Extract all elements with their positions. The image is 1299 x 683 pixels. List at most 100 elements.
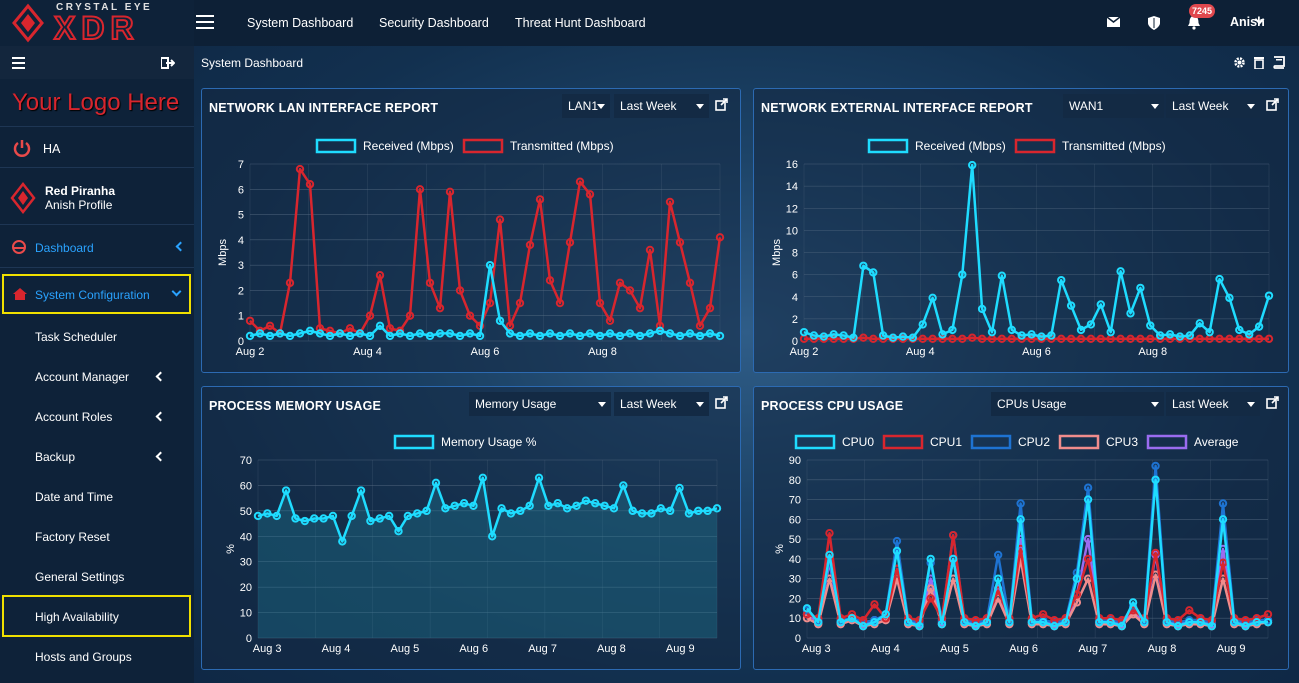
menu-hosts-and-groups[interactable]: Hosts and Groups [35,650,132,664]
x-tick-label: Aug 3 [802,643,831,655]
y-tick-label: 0 [795,633,801,645]
menu-factory-reset[interactable]: Factory Reset [35,530,110,544]
chevron-left-icon [155,371,166,382]
data-point [799,327,809,337]
series-area [258,477,717,638]
menu-date-and-time[interactable]: Date and Time [35,490,114,504]
data-point [345,324,355,333]
data-point [1076,334,1086,343]
nav-system-configuration[interactable]: System Configuration [0,274,194,314]
menu-general-settings[interactable]: General Settings [35,570,125,584]
range-select[interactable]: Last Week [614,392,709,416]
menu-backup[interactable]: Backup [35,450,76,464]
memory-chart: 0 10 20 30 40 50 60 70% Aug 3 Aug 4 Aug 5 Aug 6 Aug … [225,434,722,655]
data-point [814,617,823,627]
data-point [405,311,415,320]
panel-title: PROCESS CPU USAGE [761,399,904,413]
process-memory-panel: PROCESS MEMORY USAGE Memory Usage Last W… [201,386,741,670]
data-point [545,276,555,285]
nav-dashboard[interactable]: Dashboard [0,226,194,268]
y-tick-label: 20 [240,582,252,594]
data-point [422,506,431,516]
metric-select[interactable]: CPUs Usage [991,392,1164,416]
menu-icon[interactable] [12,57,26,69]
data-point [1083,495,1093,504]
y-tick-label: 2 [792,314,798,326]
brand-top: CRYSTAL EYE [56,2,153,13]
logout-icon[interactable] [161,57,175,69]
y-tick-label: 70 [789,495,801,507]
interface-select[interactable]: WAN1 [1063,94,1164,118]
data-point [615,278,625,288]
external-link-icon[interactable] [1266,396,1280,410]
data-point [881,610,890,619]
ha-status[interactable]: HA [0,128,194,168]
legend-swatch [393,434,435,450]
user-menu[interactable]: Anish [1230,15,1265,29]
x-tick-label: Aug 3 [253,643,282,655]
menu-high-availability[interactable]: High Availability [35,610,119,624]
metric-select[interactable]: Memory Usage [469,392,611,416]
mail-icon[interactable] [1107,17,1121,28]
custom-logo: Your Logo Here [0,79,194,127]
data-point [694,506,703,516]
x-tick-label: Aug 7 [1078,643,1107,655]
profile[interactable]: Red Piranha Anish Profile [0,169,194,225]
nav-system-dashboard[interactable]: System Dashboard [247,16,354,30]
brand-logo[interactable]: CRYSTAL EYE XDR [0,0,194,46]
hamburger-icon[interactable] [196,15,216,31]
data-point [1264,291,1274,300]
x-tick-label: Aug 8 [1138,346,1167,358]
data-point [1106,617,1115,627]
data-point [375,514,384,523]
external-link-icon[interactable] [1266,98,1280,112]
data-point [1218,558,1228,568]
range-select[interactable]: Last Week [614,94,709,118]
data-point [1263,610,1273,619]
data-point [291,514,300,523]
range-select[interactable]: Last Week [1166,94,1260,118]
data-point [1027,617,1037,627]
data-point [869,334,878,343]
data-point [903,617,913,627]
data-point [478,473,488,483]
data-point [1196,617,1205,627]
book-icon[interactable] [1272,56,1285,69]
nav-threat-hunt-dashboard[interactable]: Threat Hunt Dashboard [515,16,646,30]
data-point [585,329,595,338]
data-point [255,329,265,338]
trash-icon[interactable] [1253,56,1265,69]
nav-security-dashboard[interactable]: Security Dashboard [379,16,489,30]
data-point [395,329,405,338]
interface-select[interactable]: LAN1 [562,94,610,118]
caret-down-icon [1151,402,1159,407]
data-point [515,298,525,308]
data-point [553,499,562,508]
gear-icon[interactable] [1233,56,1246,69]
data-point [635,303,645,313]
data-point [665,506,675,516]
data-point [495,316,505,325]
external-link-icon[interactable] [715,396,729,410]
data-point [525,501,534,510]
data-point [328,511,338,521]
bell-icon[interactable] [1187,15,1201,30]
menu-task-scheduler[interactable]: Task Scheduler [35,330,118,344]
data-point [1225,293,1234,303]
menu-account-manager[interactable]: Account Manager [35,370,130,384]
external-link-icon[interactable] [715,98,729,112]
legend-swatch [1058,434,1100,450]
data-point [375,321,385,331]
data-point [1151,461,1160,471]
y-tick-label: 8 [792,248,798,260]
shield-icon[interactable] [1148,16,1160,30]
y-tick-label: 6 [238,184,244,196]
y-axis-label: % [225,544,237,554]
data-point [1072,574,1082,583]
range-select[interactable]: Last Week [1166,392,1260,416]
data-point [545,329,555,338]
legend-swatch [970,434,1012,450]
data-point [926,594,935,603]
y-tick-label: 20 [789,593,801,605]
menu-account-roles[interactable]: Account Roles [35,410,113,424]
